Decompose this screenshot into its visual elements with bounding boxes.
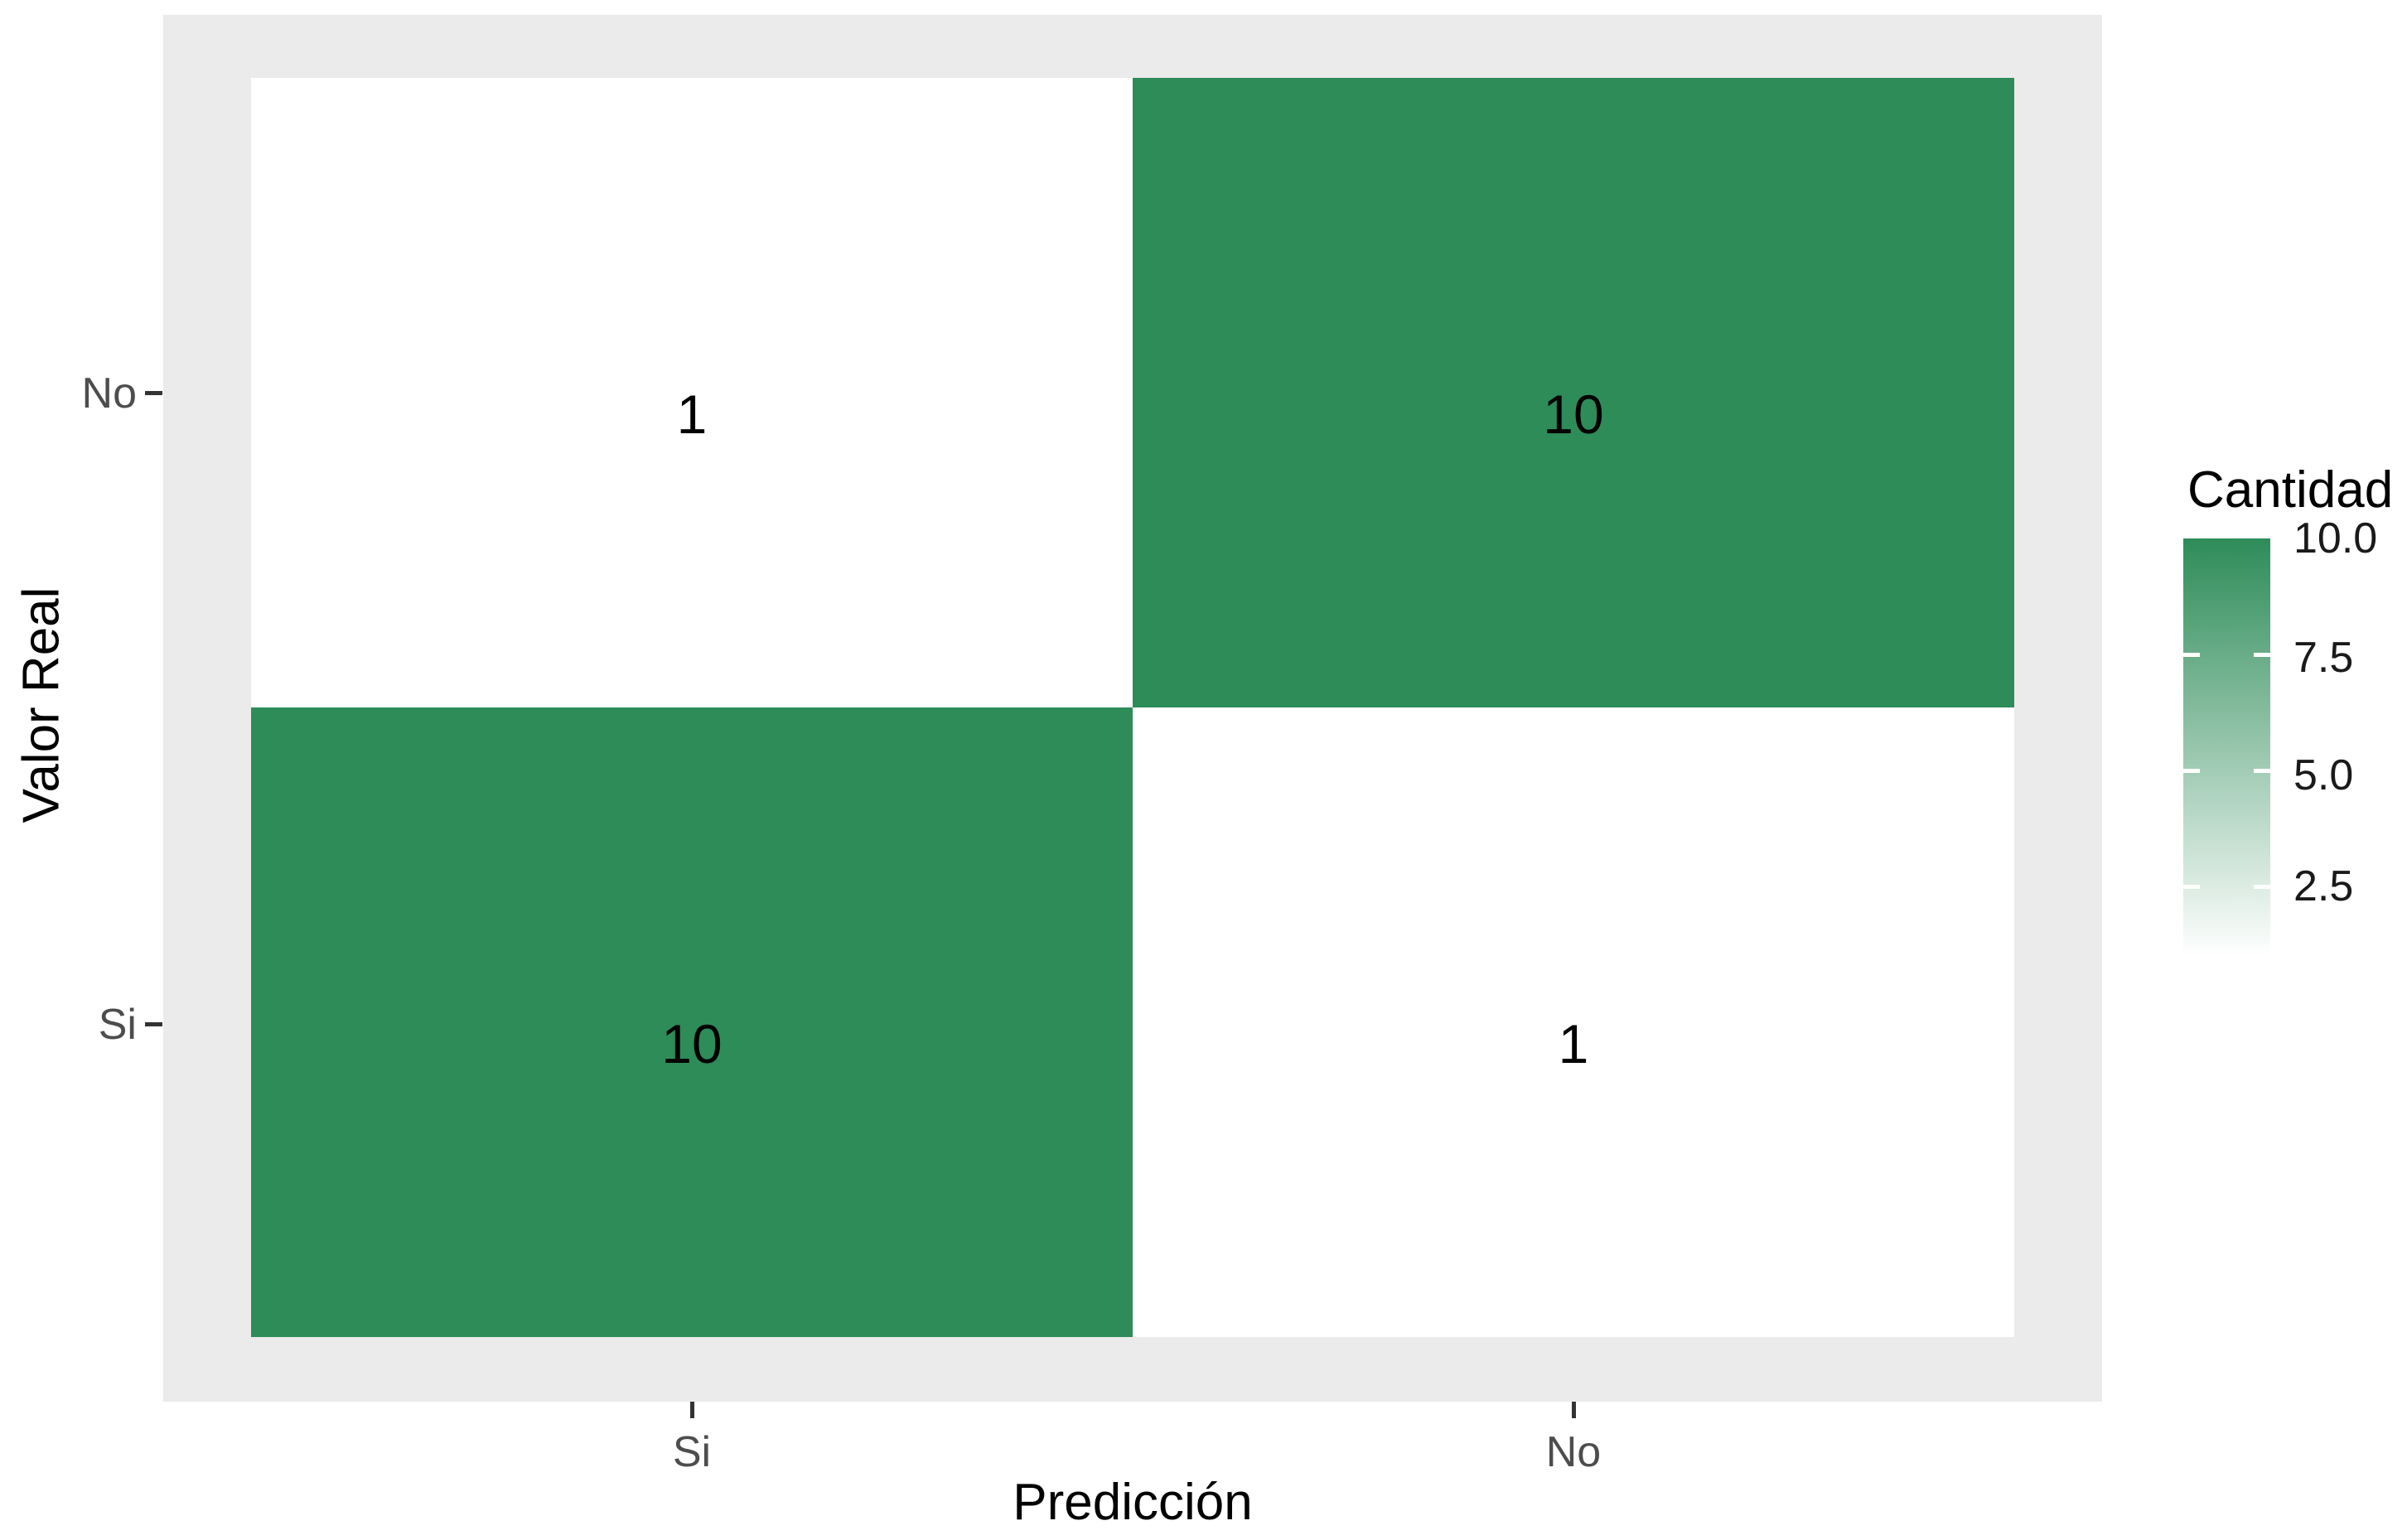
heatmap-cell-pred-no-real-si: 1 [1133,707,2014,1337]
x-axis-title: Predicción [1013,1474,1253,1531]
colorbar-tick-mark [2254,653,2270,657]
legend-tick-label: 10.0 [2293,514,2378,562]
heatmap-cell-pred-si-real-si: 10 [251,707,1133,1337]
legend-title: Cantidad [2187,461,2394,519]
colorbar-tick-mark [2183,769,2200,773]
legend-tick-label: 2.5 [2293,862,2354,910]
y-tick-label-si: Si [98,1001,137,1049]
cell-value-label: 1 [676,384,708,445]
legend-colorbar [2183,538,2270,956]
colorbar-tick-mark [2254,769,2270,773]
x-axis-tick-mark [690,1402,694,1418]
cell-value-label: 10 [661,1013,723,1074]
cell-value-label: 1 [1558,1013,1589,1074]
heatmap-cell-pred-no-real-no: 10 [1133,78,2014,707]
colorbar-tick-mark [2183,885,2200,889]
colorbar-tick-mark [2254,885,2270,889]
y-axis-tick-mark [145,1022,162,1026]
y-axis-title: Valor Real [12,587,70,823]
colorbar-tick-mark [2183,653,2200,657]
x-axis-tick-mark [1572,1402,1576,1418]
plot-panel: 1 10 10 1 [163,15,2102,1402]
x-tick-label-no: No [1545,1428,1602,1476]
y-axis-tick-mark [145,391,162,395]
y-tick-label-no: No [81,369,137,418]
legend-tick-label: 7.5 [2293,634,2354,682]
x-tick-label-si: Si [672,1428,712,1476]
legend-tick-label: 5.0 [2293,751,2354,799]
cell-value-label: 10 [1543,384,1604,445]
heatmap-cell-pred-si-real-no: 1 [251,78,1133,707]
